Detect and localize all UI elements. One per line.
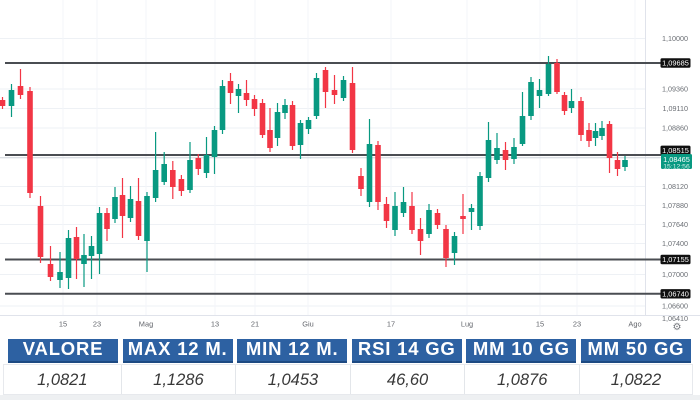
svg-text:1,07640: 1,07640 (662, 220, 688, 229)
svg-text:1,10000: 1,10000 (662, 34, 688, 43)
svg-text:⚙: ⚙ (673, 322, 682, 333)
svg-text:1,09110: 1,09110 (663, 104, 688, 113)
svg-text:1,09360: 1,09360 (662, 85, 688, 94)
svg-text:1,08120: 1,08120 (662, 182, 688, 191)
svg-text:1,07155: 1,07155 (662, 255, 689, 264)
svg-text:Lug: Lug (461, 320, 473, 329)
svg-text:1,07400: 1,07400 (662, 239, 688, 248)
svg-text:1,07000: 1,07000 (662, 270, 688, 279)
svg-text:Ago: Ago (628, 320, 641, 329)
svg-text:1,06600: 1,06600 (662, 302, 688, 311)
svg-text:15: 15 (536, 320, 544, 329)
svg-text:23: 23 (573, 320, 581, 329)
svg-text:1,06410: 1,06410 (662, 314, 688, 323)
svg-text:1,09685: 1,09685 (662, 59, 689, 68)
svg-text:1,08515: 1,08515 (662, 146, 689, 155)
svg-text:1,07880: 1,07880 (662, 201, 688, 210)
svg-text:15:12:56: 15:12:56 (663, 163, 690, 170)
svg-text:Giu: Giu (302, 320, 314, 329)
svg-text:17: 17 (387, 320, 395, 329)
svg-text:1,08860: 1,08860 (662, 124, 688, 133)
svg-text:13: 13 (211, 320, 219, 329)
svg-text:23: 23 (93, 320, 101, 329)
svg-text:21: 21 (251, 320, 259, 329)
svg-text:15: 15 (59, 320, 67, 329)
svg-text:1,06740: 1,06740 (662, 289, 689, 298)
svg-text:Mag: Mag (139, 320, 153, 329)
svg-text:1,08465: 1,08465 (663, 155, 690, 164)
